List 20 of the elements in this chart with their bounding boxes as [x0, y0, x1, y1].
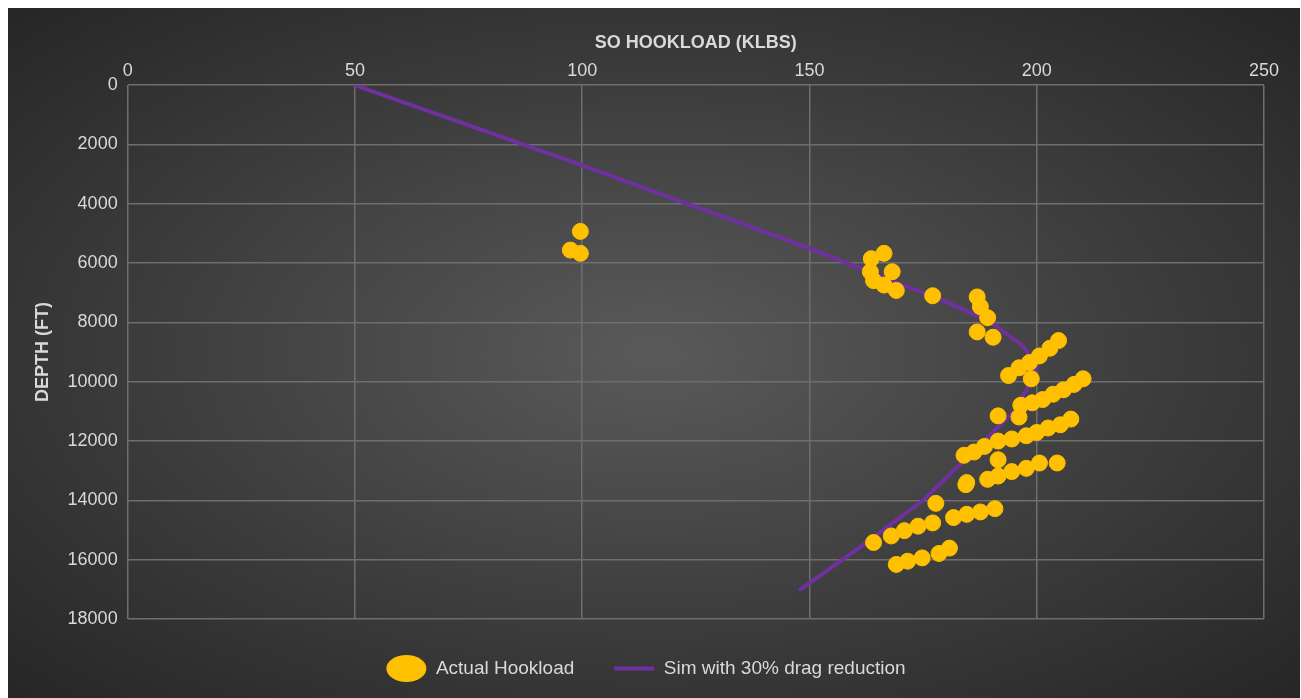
y-tick-label: 8000: [77, 311, 118, 332]
y-tick-label: 6000: [77, 252, 118, 273]
x-axis-title: SO HOOKLOAD (KLBS): [594, 31, 797, 52]
y-tick-label: 0: [107, 74, 118, 95]
x-tick-label: 250: [1248, 60, 1280, 81]
y-tick-label: 14000: [67, 489, 118, 510]
y-tick-label: 18000: [67, 607, 118, 628]
legend-label: Sim with 30% drag reduction: [663, 656, 906, 678]
legend-label: Actual Hookload: [435, 656, 575, 678]
y-tick-label: 10000: [67, 370, 118, 391]
x-tick-label: 150: [794, 60, 825, 81]
x-tick-label: 200: [1021, 60, 1052, 81]
y-tick-label: 16000: [67, 548, 118, 569]
x-tick-label: 100: [567, 60, 598, 81]
x-tick-label: 50: [344, 60, 365, 81]
y-axis-title: DEPTH (FT): [31, 302, 52, 403]
y-tick-label: 2000: [77, 133, 118, 154]
y-tick-label: 12000: [67, 430, 118, 451]
y-tick-label: 4000: [77, 192, 118, 213]
x-tick-label: 0: [122, 60, 133, 81]
